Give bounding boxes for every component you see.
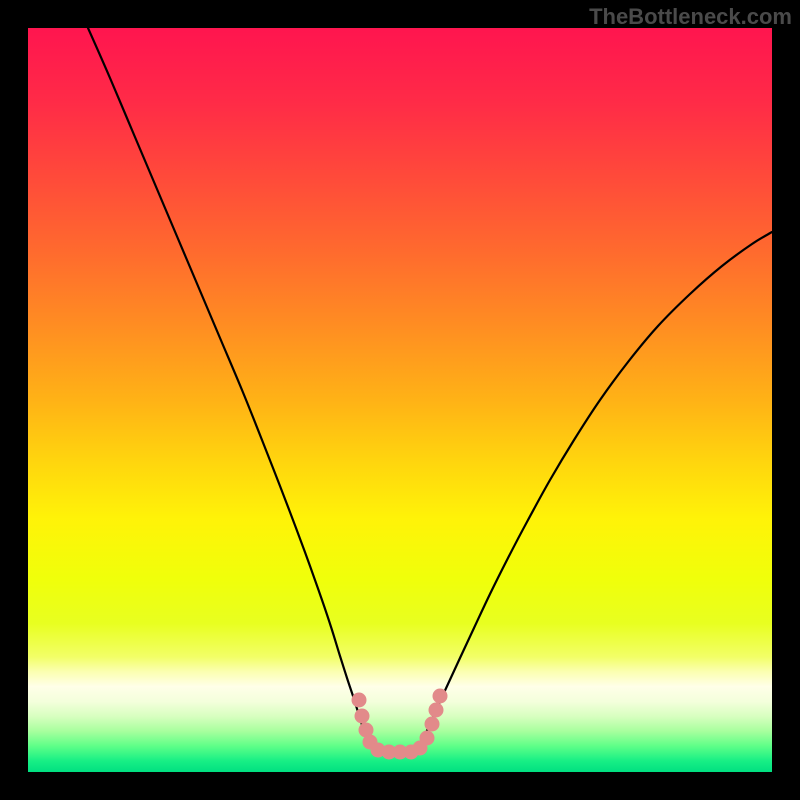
- gradient-background: [28, 28, 772, 772]
- trough-dot: [425, 717, 440, 732]
- chart-canvas: [0, 0, 800, 800]
- trough-dot: [355, 709, 370, 724]
- trough-dot: [429, 703, 444, 718]
- trough-dot: [352, 693, 367, 708]
- trough-dot: [433, 689, 448, 704]
- trough-dot: [420, 731, 435, 746]
- watermark-text: TheBottleneck.com: [589, 4, 792, 30]
